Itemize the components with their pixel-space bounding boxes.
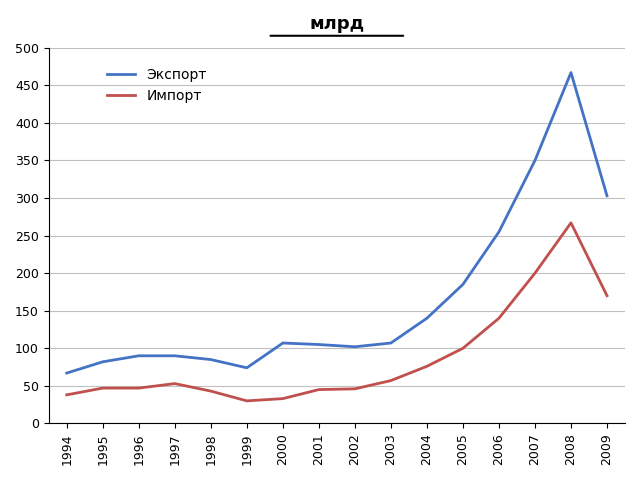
Экспорт	[315, 342, 323, 348]
Экспорт	[567, 70, 575, 75]
Legend: Экспорт, Импорт: Экспорт, Импорт	[102, 62, 212, 108]
Экспорт	[171, 353, 179, 359]
Импорт	[135, 385, 143, 391]
Line: Экспорт: Экспорт	[67, 72, 607, 373]
Импорт	[531, 270, 539, 276]
Импорт	[243, 398, 251, 404]
Text: млрд: млрд	[309, 15, 364, 33]
Экспорт	[207, 357, 214, 362]
Импорт	[459, 346, 467, 351]
Экспорт	[423, 315, 431, 321]
Импорт	[351, 386, 358, 392]
Экспорт	[243, 365, 251, 371]
Экспорт	[99, 359, 107, 365]
Импорт	[567, 220, 575, 226]
Импорт	[387, 378, 395, 384]
Импорт	[207, 388, 214, 394]
Импорт	[603, 293, 611, 299]
Импорт	[99, 385, 107, 391]
Импорт	[63, 392, 70, 398]
Экспорт	[387, 340, 395, 346]
Экспорт	[351, 344, 358, 349]
Импорт	[423, 363, 431, 369]
Экспорт	[495, 229, 503, 235]
Экспорт	[603, 193, 611, 199]
Экспорт	[63, 370, 70, 376]
Импорт	[315, 387, 323, 393]
Экспорт	[279, 340, 287, 346]
Импорт	[495, 315, 503, 321]
Импорт	[171, 381, 179, 386]
Импорт	[279, 396, 287, 401]
Экспорт	[135, 353, 143, 359]
Экспорт	[531, 157, 539, 163]
Line: Импорт: Импорт	[67, 223, 607, 401]
Экспорт	[459, 282, 467, 288]
